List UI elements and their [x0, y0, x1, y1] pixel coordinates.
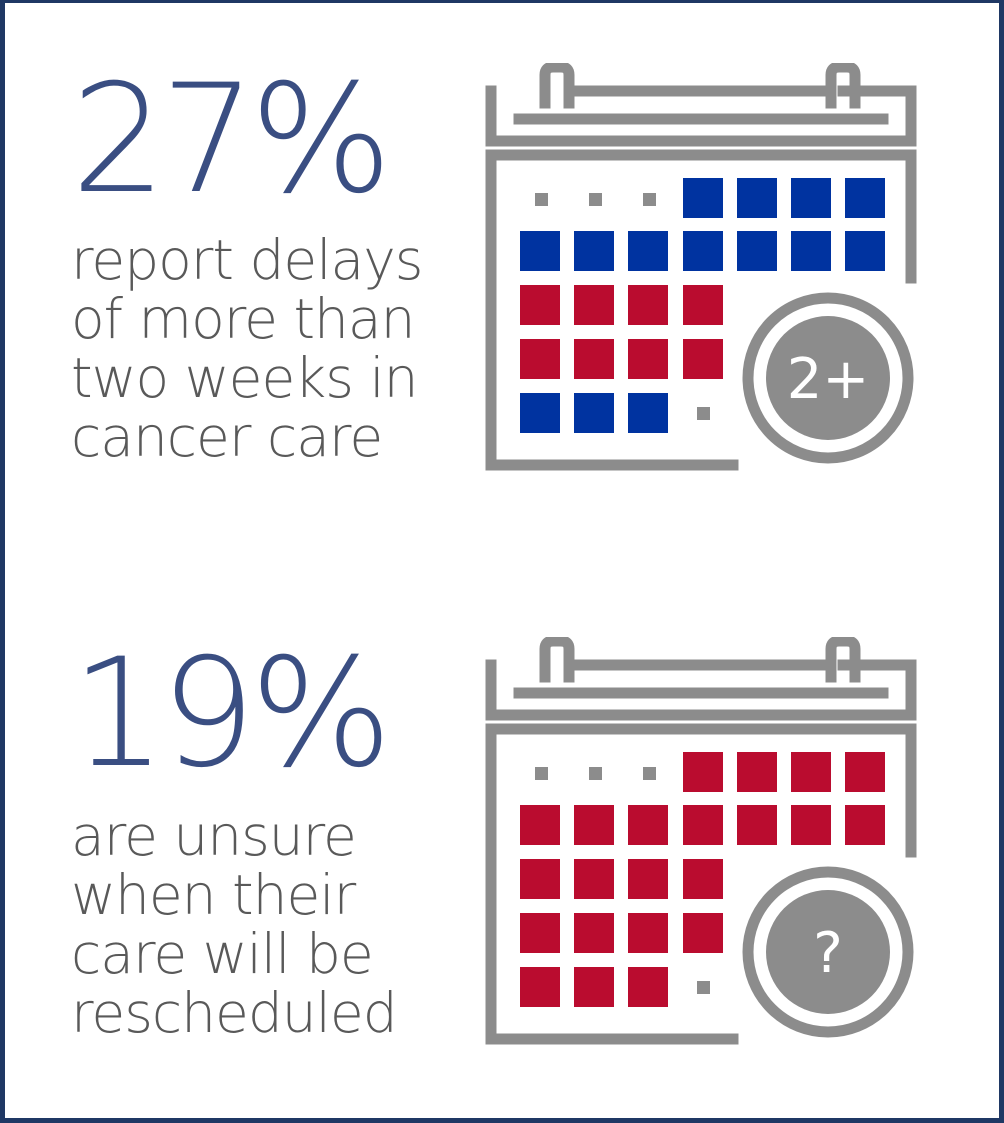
description-line: rescheduled [71, 981, 398, 1045]
calendar-icon: ? [485, 637, 917, 1045]
stat-description: report delays of more than two weeks in … [71, 228, 423, 469]
stat-percent: 27% [71, 53, 392, 227]
description-line: report delays [71, 228, 423, 292]
description-line: of more than [71, 287, 415, 351]
description-line: cancer care [71, 405, 383, 469]
stat-text-block: 19% are unsure when their care will be r… [71, 627, 398, 1045]
description-line: two weeks in [71, 346, 418, 410]
description-line: are unsure [71, 804, 357, 868]
badge-label: ? [813, 921, 843, 986]
calendar-icon: 2+ [485, 63, 917, 471]
badge-circle: 2+ [742, 292, 914, 464]
stat-description: are unsure when their care will be resch… [71, 804, 398, 1045]
stat-text-block: 27% report delays of more than two weeks… [71, 53, 423, 469]
stat-percent: 19% [71, 627, 392, 801]
badge-label: 2+ [787, 347, 870, 412]
description-line: when their [71, 863, 356, 927]
description-line: care will be [71, 922, 374, 986]
badge-circle: ? [742, 866, 914, 1038]
